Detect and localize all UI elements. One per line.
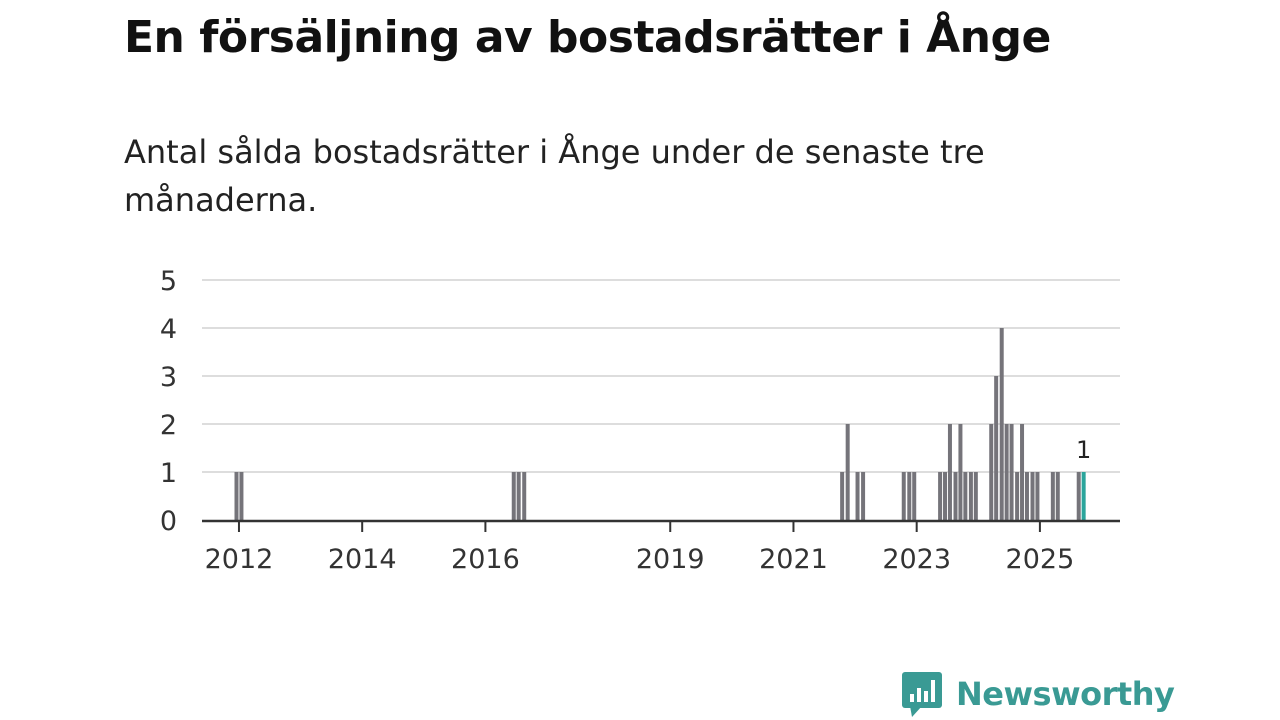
data-bar bbox=[989, 424, 994, 520]
data-bar bbox=[1004, 424, 1009, 520]
data-bar bbox=[953, 472, 958, 520]
data-bar bbox=[1050, 472, 1055, 520]
data-bar bbox=[999, 328, 1004, 520]
data-bar bbox=[1030, 472, 1035, 520]
data-bar bbox=[239, 472, 244, 520]
data-bar bbox=[943, 472, 948, 520]
data-bar bbox=[963, 472, 968, 520]
data-bar bbox=[845, 424, 850, 520]
y-tick-label: 5 bbox=[160, 266, 177, 297]
data-bar bbox=[234, 472, 239, 520]
y-tick-label: 1 bbox=[160, 458, 177, 489]
x-tick-label: 2012 bbox=[205, 544, 274, 575]
chart-subtitle: Antal sålda bostadsrätter i Ånge under d… bbox=[124, 133, 985, 219]
y-tick-label: 3 bbox=[160, 362, 177, 393]
data-bar bbox=[1035, 472, 1040, 520]
data-bar bbox=[1015, 472, 1020, 520]
data-bar bbox=[1020, 424, 1025, 520]
data-bar bbox=[1076, 472, 1081, 520]
data-bar bbox=[968, 472, 973, 520]
x-tick-label: 2025 bbox=[1006, 544, 1075, 575]
data-bar bbox=[901, 472, 906, 520]
x-tick-label: 2016 bbox=[451, 544, 520, 575]
x-tick-label: 2021 bbox=[759, 544, 828, 575]
data-bar bbox=[840, 472, 845, 520]
data-bar bbox=[907, 472, 912, 520]
data-bar bbox=[511, 472, 516, 520]
data-bar bbox=[855, 472, 860, 520]
data-bar bbox=[912, 472, 917, 520]
newsworthy-logo-text: Newsworthy bbox=[956, 675, 1175, 713]
data-bar bbox=[522, 472, 527, 520]
y-tick-label: 2 bbox=[160, 410, 177, 441]
data-bar bbox=[994, 376, 999, 520]
data-bar bbox=[958, 424, 963, 520]
newsworthy-logo-icon bbox=[902, 672, 942, 717]
x-tick-label: 2023 bbox=[882, 544, 951, 575]
page-title: En försäljning av bostadsrätter i Ånge bbox=[124, 12, 1051, 63]
highlight-bar bbox=[1081, 472, 1086, 520]
data-bar bbox=[861, 472, 866, 520]
data-bar bbox=[1055, 472, 1060, 520]
data-bar bbox=[516, 472, 521, 520]
data-bar bbox=[947, 424, 952, 520]
data-bar bbox=[973, 472, 978, 520]
data-bar bbox=[938, 472, 943, 520]
data-bar bbox=[1009, 424, 1014, 520]
y-tick-label: 0 bbox=[160, 506, 177, 537]
data-bar bbox=[1024, 472, 1029, 520]
x-tick-label: 2019 bbox=[636, 544, 705, 575]
x-tick-label: 2014 bbox=[328, 544, 397, 575]
y-tick-label: 4 bbox=[160, 314, 177, 345]
newsworthy-logo: Newsworthy bbox=[902, 670, 1175, 718]
highlight-data-label: 1 bbox=[1076, 436, 1091, 464]
